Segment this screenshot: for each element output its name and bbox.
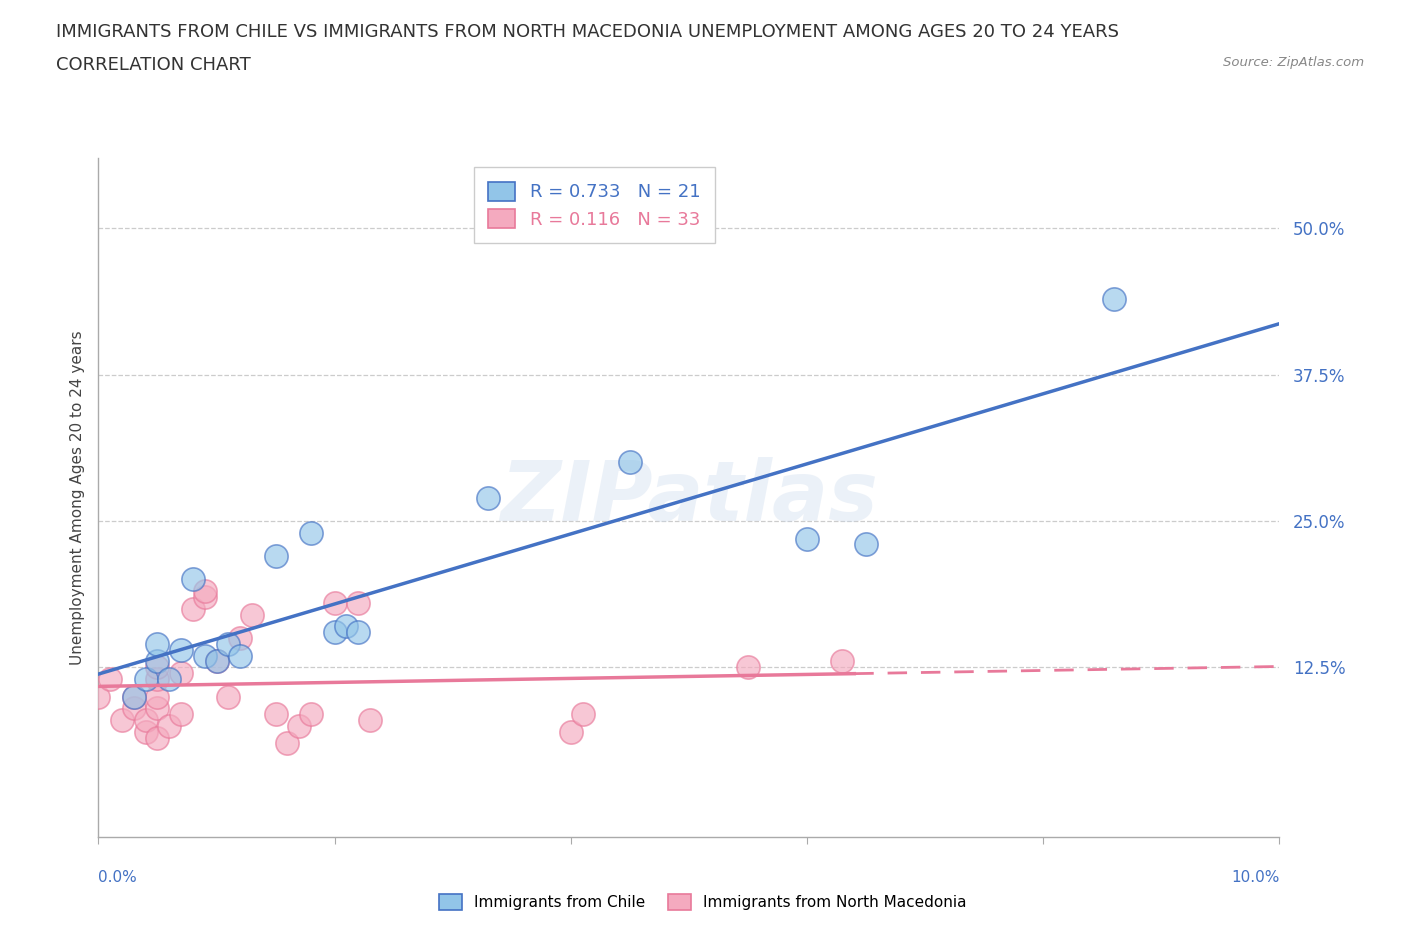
Text: 10.0%: 10.0% (1232, 870, 1279, 884)
Point (170, 643, 193, 658)
Point (146, 654, 169, 669)
Point (335, 618, 357, 633)
Point (135, 712, 157, 727)
Point (299, 707, 322, 722)
Point (122, 689, 145, 704)
Point (737, 660, 759, 675)
Point (855, 537, 877, 551)
Point (323, 595, 346, 610)
Point (194, 648, 217, 663)
Point (229, 648, 252, 663)
Text: IMMIGRANTS FROM CHILE VS IMMIGRANTS FROM NORTH MACEDONIA UNEMPLOYMENT AMONG AGES: IMMIGRANTS FROM CHILE VS IMMIGRANTS FROM… (56, 23, 1119, 41)
Point (288, 718, 311, 733)
Point (146, 689, 169, 704)
Point (477, 490, 499, 505)
Text: CORRELATION CHART: CORRELATION CHART (56, 56, 252, 73)
Legend: Immigrants from Chile, Immigrants from North Macedonia: Immigrants from Chile, Immigrants from N… (432, 886, 974, 918)
Point (122, 689, 145, 704)
Point (98, 671, 121, 686)
Point (205, 654, 228, 669)
Point (111, 712, 134, 727)
Text: 0.0%: 0.0% (98, 870, 138, 884)
Y-axis label: Unemployment Among Ages 20 to 24 years: Unemployment Among Ages 20 to 24 years (69, 330, 84, 665)
Point (87, 689, 110, 704)
Point (217, 689, 239, 704)
Point (181, 602, 204, 617)
Point (146, 671, 169, 686)
Point (194, 590, 217, 604)
Point (359, 712, 381, 727)
Point (571, 707, 593, 722)
Point (264, 707, 287, 722)
Legend: R = 0.733   N = 21, R = 0.116   N = 33: R = 0.733 N = 21, R = 0.116 N = 33 (474, 167, 716, 243)
Point (240, 607, 263, 622)
Text: Source: ZipAtlas.com: Source: ZipAtlas.com (1223, 56, 1364, 69)
Point (157, 671, 180, 686)
Point (264, 549, 287, 564)
Point (347, 625, 370, 640)
Point (831, 654, 853, 669)
Point (560, 724, 582, 739)
Point (122, 701, 145, 716)
Point (347, 595, 370, 610)
Point (194, 584, 217, 599)
Point (170, 666, 193, 681)
Point (276, 736, 298, 751)
Point (135, 671, 157, 686)
Point (181, 572, 204, 587)
Point (146, 636, 169, 651)
Point (217, 636, 239, 651)
Point (146, 730, 169, 745)
Point (1102, 291, 1125, 306)
Point (323, 625, 346, 640)
Point (299, 525, 322, 540)
Text: ZIPatlas: ZIPatlas (501, 457, 877, 538)
Point (229, 631, 252, 645)
Point (135, 724, 157, 739)
Point (170, 707, 193, 722)
Point (205, 654, 228, 669)
Point (146, 701, 169, 716)
Point (619, 455, 641, 470)
Point (146, 660, 169, 675)
Point (796, 531, 818, 546)
Point (157, 718, 180, 733)
